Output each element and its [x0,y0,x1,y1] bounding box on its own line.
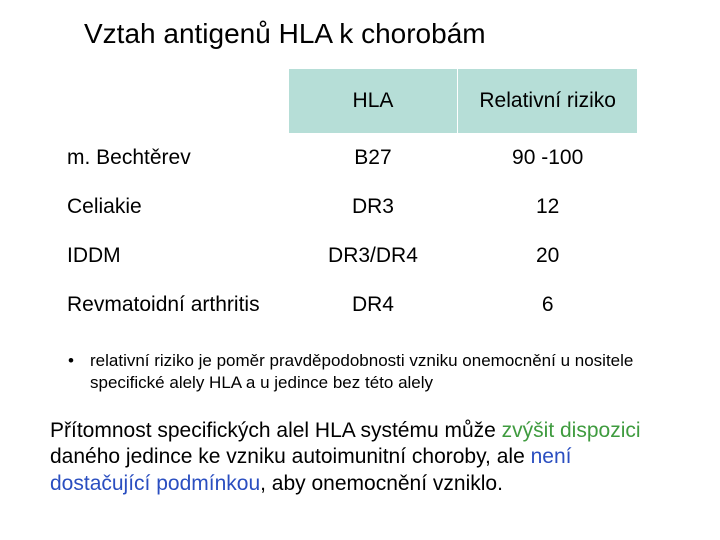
table-header-row: HLA Relativní riziko [59,69,638,134]
cell-disease: m. Bechtěrev [59,134,289,183]
cell-risk: 90 -100 [458,134,638,183]
cell-hla: DR4 [288,281,458,330]
cell-hla: DR3 [288,183,458,232]
table-header-empty [59,69,289,134]
cell-disease: Revmatoidní arthritis [59,281,289,330]
bullet-list: relativní riziko je poměr pravděpodobnos… [68,350,680,394]
cell-disease: Celiakie [59,183,289,232]
table-header-risk: Relativní riziko [458,69,638,134]
slide-title: Vztah antigenů HLA k chorobám [84,18,680,50]
para-text: Přítomnost specifických alel HLA systému… [50,419,502,442]
cell-disease: IDDM [59,232,289,281]
cell-risk: 6 [458,281,638,330]
para-text: , aby onemocnění vzniklo. [260,472,503,495]
hla-table: HLA Relativní riziko m. Bechtěrev B27 90… [58,68,638,330]
cell-hla: B27 [288,134,458,183]
bullet-item: relativní riziko je poměr pravděpodobnos… [68,350,670,394]
cell-hla: DR3/DR4 [288,232,458,281]
table-row: IDDM DR3/DR4 20 [59,232,638,281]
cell-risk: 12 [458,183,638,232]
para-highlight-green: zvýšit dispozici [502,419,641,442]
table-row: Revmatoidní arthritis DR4 6 [59,281,638,330]
summary-paragraph: Přítomnost specifických alel HLA systému… [50,418,680,497]
table-header-hla: HLA [288,69,458,134]
table-row: m. Bechtěrev B27 90 -100 [59,134,638,183]
para-text: daného jedince ke vzniku autoimunitní ch… [50,445,531,468]
cell-risk: 20 [458,232,638,281]
slide: Vztah antigenů HLA k chorobám HLA Relati… [0,0,720,540]
table-row: Celiakie DR3 12 [59,183,638,232]
